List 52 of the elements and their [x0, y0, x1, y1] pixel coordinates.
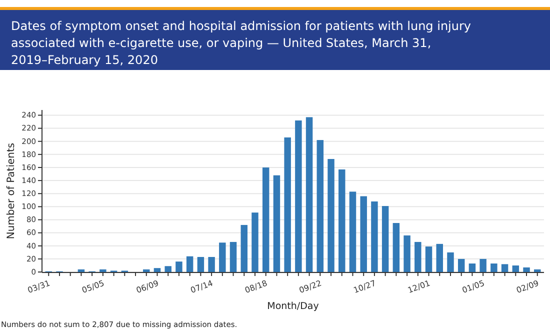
bar: [186, 256, 194, 272]
bar: [371, 201, 378, 272]
bar: [414, 242, 422, 272]
bar: [425, 246, 432, 272]
bar: [240, 224, 248, 272]
x-tick-label: 10/27: [352, 278, 378, 296]
x-tick-label: 02/09: [515, 278, 540, 296]
bar: [284, 137, 291, 272]
x-tick-label: 08/18: [244, 278, 268, 296]
chart-title: Dates of symptom onset and hospital admission for patients with lung injury associated with e-cigarette use, or vaping — United States, March 31, 2019–February 15, 2020: [11, 19, 472, 67]
bar: [273, 175, 280, 272]
bar: [468, 264, 476, 272]
bar: [252, 212, 258, 272]
bar: [490, 264, 498, 272]
bar: [316, 140, 324, 272]
bar: [100, 269, 106, 272]
bar: [447, 252, 454, 272]
bar: [328, 158, 334, 272]
bar: [338, 169, 346, 272]
x-tick-label: 07/14: [189, 278, 214, 296]
bar: [78, 269, 85, 272]
bar: [382, 206, 389, 272]
bar: [176, 262, 182, 272]
bar: [534, 269, 541, 272]
x-tick-label: 12/01: [406, 278, 432, 296]
bar: [306, 117, 313, 272]
bar: [360, 196, 367, 272]
bar: [404, 235, 410, 272]
bar: [523, 267, 530, 272]
bar: [480, 258, 486, 272]
bar: [197, 256, 204, 272]
bar: [230, 242, 237, 272]
x-tick-label: 09/22: [298, 278, 323, 296]
bar: [219, 242, 226, 272]
x-tick-label: 05/05: [80, 278, 106, 296]
bar: [262, 167, 270, 272]
bar: [349, 192, 356, 272]
bar: [295, 120, 302, 272]
x-tick-label: 03/31: [26, 278, 52, 296]
y-axis-title: Number of Patients: [6, 142, 17, 240]
bar: [501, 264, 508, 272]
bar: [164, 266, 172, 272]
bar: [208, 256, 215, 272]
bar: [512, 265, 520, 272]
bar: [143, 269, 150, 272]
x-tick-label: 06/09: [135, 278, 160, 296]
bar: [154, 268, 161, 272]
bar: [436, 244, 443, 272]
bar: [458, 258, 465, 272]
x-axis-title: Month/Day: [267, 301, 320, 312]
x-tick-label: 01/05: [460, 278, 486, 296]
bar: [392, 223, 400, 272]
